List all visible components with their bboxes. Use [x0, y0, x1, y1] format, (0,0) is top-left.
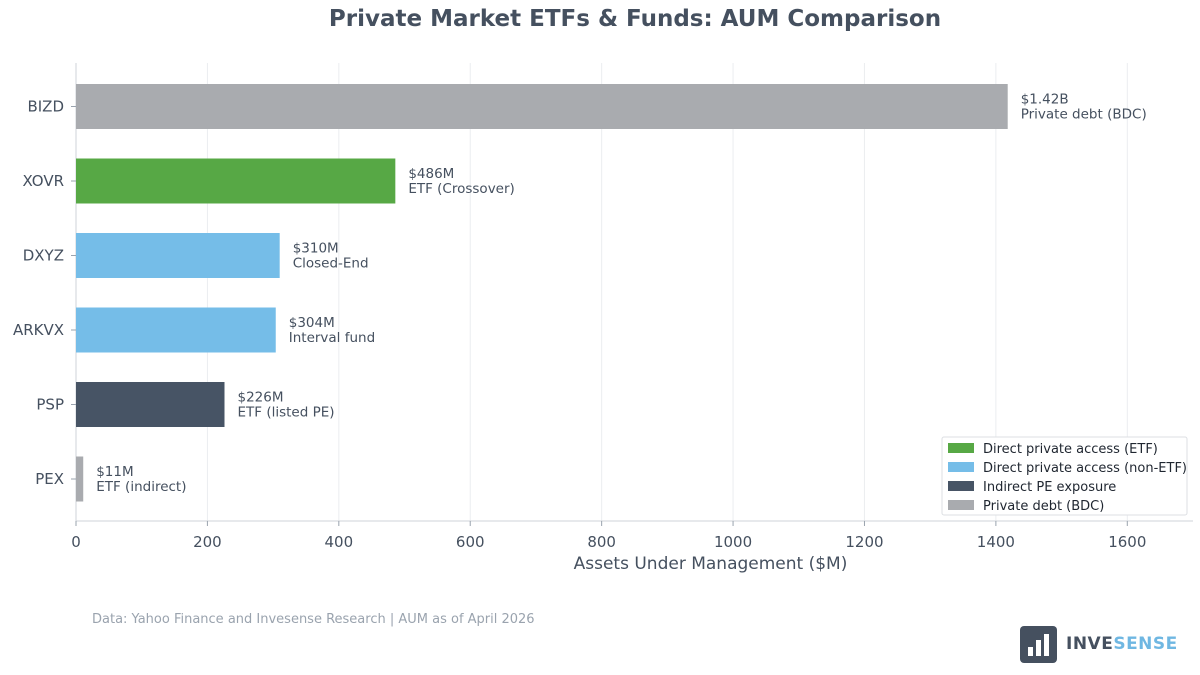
- legend-label: Private debt (BDC): [983, 499, 1104, 514]
- x-tick-label: 800: [587, 533, 616, 551]
- x-tick-label: 200: [193, 533, 222, 551]
- x-tick-label: 1200: [845, 533, 883, 551]
- category-label: XOVR: [22, 172, 64, 190]
- value-label: $226M: [237, 390, 283, 406]
- brand-name-part-2: SENSE: [1113, 634, 1178, 654]
- bar-chart-logo-icon: [1020, 626, 1057, 663]
- legend-box: [941, 436, 1188, 516]
- bar-chart: 0 200 400 600 800 1000 1200 1400 1600 Assets Unde…: [13, 63, 1193, 574]
- type-label: ETF (Crossover): [408, 181, 514, 197]
- type-label: Closed-End: [293, 256, 369, 272]
- x-tick-label: 1000: [714, 533, 752, 551]
- bar-pex: [76, 456, 84, 502]
- bar-psp: [76, 382, 225, 427]
- brand-name-part-1: INVE: [1066, 634, 1114, 654]
- value-label: $310M: [293, 241, 339, 257]
- bar-bizd: [76, 84, 1008, 129]
- category-label: BIZD: [27, 98, 64, 116]
- legend-label: Indirect PE exposure: [983, 480, 1116, 495]
- type-label: Private debt (BDC): [1021, 107, 1147, 123]
- category-label: ARKVX: [13, 321, 64, 339]
- x-axis-title: Assets Under Management ($M): [574, 554, 848, 574]
- value-label: $486M: [408, 166, 454, 182]
- value-label: $304M: [289, 315, 335, 331]
- x-tick-label: 0: [71, 533, 81, 551]
- chart-title: Private Market ETFs & Funds: AUM Compari…: [328, 6, 942, 32]
- bar-xovr: [76, 158, 396, 204]
- x-tick-label: 1600: [1108, 533, 1146, 551]
- category-label: PEX: [35, 470, 64, 488]
- x-tick-label: 600: [456, 533, 485, 551]
- value-label: $1.42B: [1021, 92, 1069, 108]
- x-tick-label: 1400: [977, 533, 1015, 551]
- type-label: ETF (listed PE): [237, 405, 334, 421]
- legend-swatch: [948, 462, 974, 472]
- legend-swatch: [948, 481, 974, 491]
- category-label: PSP: [36, 396, 64, 414]
- type-label: Interval fund: [289, 330, 375, 346]
- legend-label: Direct private access (non-ETF): [983, 461, 1187, 476]
- category-label: DXYZ: [23, 247, 64, 265]
- legend-label: Direct private access (ETF): [983, 442, 1158, 457]
- legend-swatch: [948, 500, 974, 510]
- value-label: $11M: [96, 464, 133, 480]
- legend-swatch: [948, 443, 974, 453]
- type-label: ETF (indirect): [96, 479, 186, 495]
- x-tick-label: 400: [325, 533, 354, 551]
- data-source-note: Data: Yahoo Finance and Invesense Resear…: [92, 612, 535, 627]
- bar-dxyz: [76, 233, 280, 278]
- bar-arkvx: [76, 307, 276, 353]
- brand-name: INVESENSE: [1066, 634, 1178, 654]
